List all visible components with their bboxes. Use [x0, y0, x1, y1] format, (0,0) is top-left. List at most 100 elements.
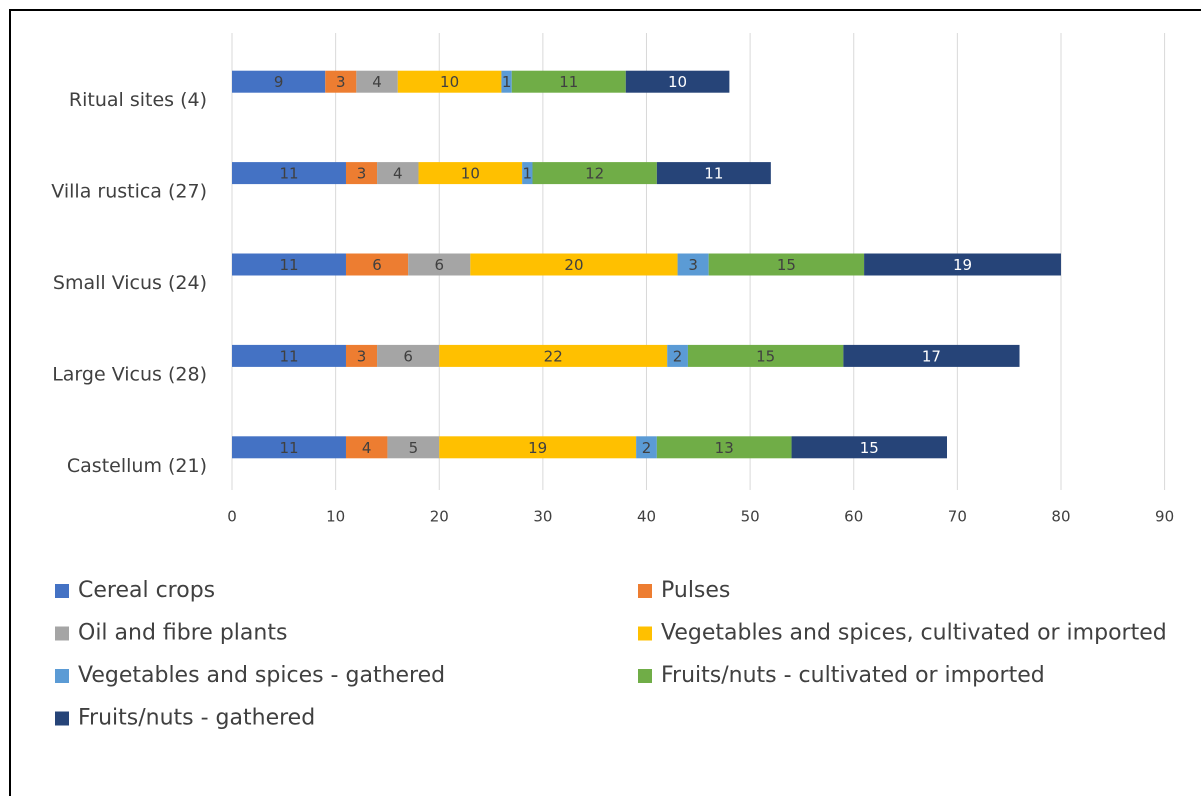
legend-label: Vegetables and spices, cultivated or imp… — [661, 621, 1167, 646]
data-label: 3 — [688, 256, 698, 274]
bar-segment — [345, 436, 388, 459]
data-label: 1 — [502, 73, 512, 91]
data-label: 11 — [279, 165, 298, 183]
bar-segment — [625, 70, 730, 93]
x-tick-label: 30 — [533, 508, 552, 526]
bar-segment — [232, 436, 346, 459]
x-tick-label: 40 — [637, 508, 656, 526]
x-tick-label: 60 — [844, 508, 863, 526]
data-label: 1 — [523, 165, 533, 183]
data-label: 10 — [440, 73, 459, 91]
bar-segment — [397, 70, 502, 93]
data-label: 4 — [372, 73, 382, 91]
bar-segment — [864, 253, 1061, 276]
y-tick-label: Villa rustica (27) — [51, 181, 207, 203]
legend-swatch — [55, 626, 69, 641]
bar-segment — [501, 70, 512, 93]
bar-segment — [418, 162, 523, 185]
bar-segment — [439, 436, 637, 459]
bar-segment — [356, 70, 398, 93]
data-label: 11 — [279, 439, 298, 457]
bar-segment — [522, 162, 533, 185]
bar-segment — [656, 162, 771, 185]
y-tick-label: Castellum (21) — [67, 455, 207, 477]
legend-label: Vegetables and spices - gathered — [78, 663, 445, 688]
x-tick-label: 90 — [1155, 508, 1174, 526]
data-label: 6 — [372, 256, 382, 274]
bar-segment — [232, 162, 346, 185]
data-label: 17 — [922, 347, 941, 365]
y-tick-label: Small Vicus (24) — [53, 272, 207, 294]
data-label: 15 — [860, 439, 879, 457]
bar-segment — [470, 253, 678, 276]
bar-segment — [377, 344, 440, 367]
legend-swatch — [638, 626, 652, 641]
data-label: 4 — [393, 165, 403, 183]
bar-segment — [636, 436, 657, 459]
data-label: 11 — [279, 347, 298, 365]
legend-swatch — [55, 669, 69, 683]
data-label: 15 — [777, 256, 796, 274]
data-label: 12 — [585, 165, 604, 183]
legend-label: Fruits/nuts - gathered — [78, 706, 315, 731]
y-tick-label: Large Vicus (28) — [52, 363, 207, 385]
bar-segment — [232, 70, 326, 93]
bar-segment — [677, 253, 709, 276]
data-label: 5 — [409, 439, 419, 457]
bar-segment — [377, 162, 419, 185]
data-label: 20 — [564, 256, 583, 274]
bar-segment — [345, 162, 378, 185]
data-label: 15 — [756, 347, 775, 365]
data-label: 11 — [559, 73, 578, 91]
chart-frame — [9, 9, 1201, 796]
data-label: 3 — [357, 347, 367, 365]
bar-segment — [511, 70, 626, 93]
data-label: 9 — [274, 73, 284, 91]
bar-segment — [532, 162, 657, 185]
legend-swatch — [638, 669, 652, 683]
data-label: 13 — [715, 439, 734, 457]
bar-segment — [387, 436, 440, 459]
data-label: 10 — [668, 73, 687, 91]
legend-label: Cereal crops — [78, 578, 215, 603]
legend-label: Pulses — [661, 578, 730, 603]
x-tick-label: 70 — [948, 508, 967, 526]
data-label: 11 — [279, 256, 298, 274]
bar-segment — [656, 436, 792, 459]
bar-segment — [667, 344, 688, 367]
legend-swatch — [55, 711, 69, 726]
x-tick-label: 0 — [227, 508, 237, 526]
x-tick-label: 80 — [1051, 508, 1070, 526]
bar-segment — [325, 70, 357, 93]
legend-label: Fruits/nuts - cultivated or imported — [661, 663, 1045, 688]
bar-segment — [232, 344, 346, 367]
bar-segment — [345, 253, 409, 276]
bar-segment — [345, 344, 378, 367]
bar-segment — [791, 436, 947, 459]
legend-label: Oil and fibre plants — [78, 621, 287, 646]
x-tick-label: 20 — [430, 508, 449, 526]
legend-swatch — [55, 584, 69, 598]
x-tick-label: 50 — [741, 508, 760, 526]
bar-segment — [708, 253, 865, 276]
data-label: 19 — [528, 439, 547, 457]
data-label: 2 — [673, 347, 683, 365]
bar-segment — [439, 344, 668, 367]
data-label: 19 — [953, 256, 972, 274]
data-label: 4 — [362, 439, 372, 457]
bar-segment — [408, 253, 471, 276]
data-label: 11 — [704, 165, 723, 183]
legend-swatch — [638, 584, 652, 598]
data-label: 6 — [434, 256, 444, 274]
data-label: 10 — [461, 165, 480, 183]
data-label: 22 — [544, 347, 563, 365]
bar-segment — [232, 253, 346, 276]
x-tick-label: 10 — [326, 508, 345, 526]
y-tick-label: Ritual sites (4) — [69, 89, 207, 111]
bar-segment — [843, 344, 1020, 367]
data-label: 6 — [403, 347, 413, 365]
data-label: 3 — [336, 73, 346, 91]
data-label: 2 — [642, 439, 652, 457]
data-label: 3 — [357, 165, 367, 183]
